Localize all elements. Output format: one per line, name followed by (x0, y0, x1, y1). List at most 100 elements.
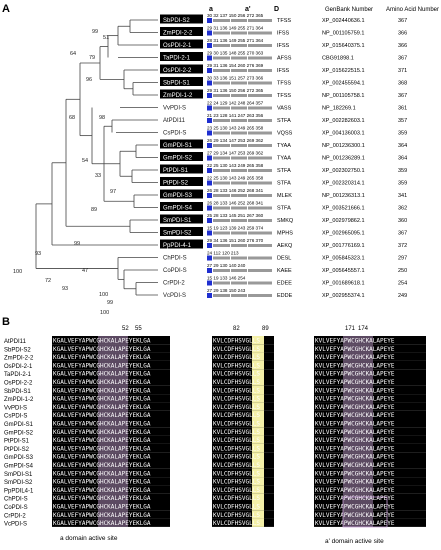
conserved-block-3 (314, 419, 426, 428)
alignment-row-label: SbPDI-S1 (4, 389, 31, 395)
alignment-row-label: OsPDI-2-2 (4, 381, 33, 387)
active-site-highlight (343, 377, 373, 386)
leaf-label-box (160, 164, 203, 174)
amino-acid-number: 368 (398, 81, 407, 87)
leaf-label-box (160, 202, 203, 211)
residue-highlight (252, 377, 264, 386)
conserved-block-2 (212, 377, 274, 386)
alignment-row-label: GmPDI-S2 (4, 430, 34, 436)
b-domain-bar (213, 244, 230, 247)
amino-acid-number: 367 (398, 18, 407, 24)
amino-acid-number: 359 (398, 181, 407, 187)
conserved-block-2 (212, 435, 274, 444)
leaf-label-box (160, 189, 203, 199)
bootstrap-values: 51 99 79 96 64 98 68 54 33 97 89 99 47 93 72 93 100 100 99… (13, 29, 116, 316)
domain-positions: 27 29 130 140 240 (207, 263, 246, 268)
bootstrap-value: 100 (13, 269, 22, 275)
active-site-highlight (343, 336, 373, 345)
sequence-segment-2: KVLCDFHSVGLLS (213, 520, 260, 527)
conserved-block-1 (52, 443, 170, 453)
bprime-domain-bar (231, 119, 247, 122)
conserved-block-3 (314, 493, 426, 502)
active-site-highlight (98, 518, 128, 527)
c-terminal-motif: IFSS (277, 43, 290, 49)
conserved-block-1 (52, 518, 170, 527)
c-terminal-motif: TFSS (277, 93, 291, 99)
amino-acid-number: 371 (398, 68, 407, 74)
sequence-segment-3: KVLVEFYAPWCGHCKALAPEYE (315, 396, 395, 403)
active-site-highlight (343, 510, 373, 519)
active-site-highlight (98, 485, 128, 494)
sequence-segment-3: KVLVEFYAPWCGHCKALAPEYE (315, 470, 395, 477)
bprime-domain-bar (231, 269, 247, 272)
sequence-segment-1: KGALVEFYAPWCGHCKALAPEYEKLGA (53, 445, 151, 452)
bootstrap-value: 33 (95, 173, 101, 179)
aprime-domain-bar (248, 194, 272, 197)
active-site-highlight (343, 360, 373, 370)
a-domain-mark (207, 280, 212, 286)
active-site-highlight (98, 510, 128, 519)
genbank-number: XP_002979862.1 (322, 218, 365, 224)
active-site-highlight (98, 452, 128, 461)
conserved-block-3 (314, 427, 426, 436)
sequence-segment-3: KVLVEFYAPWCGHCKALAPEYE (315, 371, 395, 378)
c-terminal-motif: DESL (277, 256, 291, 262)
sequence-segment-2: KVLCDFHSVGLLS (213, 346, 260, 353)
sequence-segment-2: KVLCDFHSVGLLS (213, 362, 260, 369)
conserved-block-1 (52, 493, 170, 502)
amino-acid-number: 250 (398, 268, 407, 274)
conserved-block-3 (314, 468, 426, 478)
c-terminal-motif: AEKQ (277, 243, 293, 249)
genbank-number: XP_002965095.1 (322, 231, 365, 237)
active-site-highlight (343, 443, 373, 453)
b-domain-bar (213, 31, 230, 35)
conserved-block-2 (212, 518, 274, 527)
bprime-domain-bar (231, 44, 247, 47)
a-domain-mark (207, 243, 212, 248)
conserved-block-1 (52, 468, 170, 478)
active-site-highlight (343, 477, 373, 486)
a-domain-mark (207, 18, 212, 23)
active-site-highlight (343, 410, 373, 419)
amino-acid-number: 366 (398, 43, 407, 49)
leaf-label-box (160, 152, 203, 161)
domain-positions: 25 28 133 145 251 267 360 (207, 213, 264, 218)
phylogenetic-tree (35, 19, 158, 296)
sequence-segment-1: KGALVEFYAPWCGHCKALAPEYEKLGA (53, 412, 151, 419)
bootstrap-value: 98 (99, 115, 105, 121)
amino-acid-number: 254 (398, 281, 407, 287)
leaf-label-box (160, 52, 203, 61)
residue-highlight (252, 460, 264, 469)
genbank-number: CBG91898.1 (322, 56, 354, 62)
conserved-block-3 (314, 344, 426, 353)
bprime-domain-bar (231, 81, 247, 85)
leaf-label: GmPDI-S4 (163, 206, 193, 212)
bprime-domain-bar (231, 94, 247, 97)
domain-positions: 29 34 136 151 260 276 370 (207, 238, 264, 243)
bootstrap-value: 99 (74, 241, 80, 247)
c-terminal-motif: STFA (277, 118, 291, 124)
a-domain-mark (207, 155, 212, 161)
alignment-row-label: PtPDI-S1 (4, 439, 30, 445)
aprime-domain-bar (248, 94, 272, 97)
alignment-row-label: PtPDI-S2 (4, 447, 30, 453)
conserved-block-1 (52, 402, 170, 411)
residue-highlight (252, 510, 264, 519)
b-domain-bar (213, 56, 230, 60)
bootstrap-value: 89 (91, 207, 97, 213)
alignment-row-label: CrPDI-2 (4, 513, 26, 519)
conserved-block-3 (314, 485, 426, 494)
active-site-highlight (343, 344, 373, 353)
conserved-block-2 (212, 510, 274, 519)
leaf-label-box (160, 39, 203, 49)
leaf-label: SbPDI-S2 (163, 18, 190, 24)
b-domain-bar (213, 144, 230, 147)
footer-a-prime-domain: a' domain active site (325, 538, 384, 545)
active-site-highlight (343, 352, 373, 361)
conserved-block-1 (52, 477, 170, 486)
bprime-domain-bar (231, 169, 247, 172)
alignment-row-label: PpPDIL4-1 (4, 488, 34, 494)
a-domain-mark (207, 130, 212, 136)
a-domain-mark (207, 68, 212, 73)
residue-highlight (252, 369, 264, 378)
